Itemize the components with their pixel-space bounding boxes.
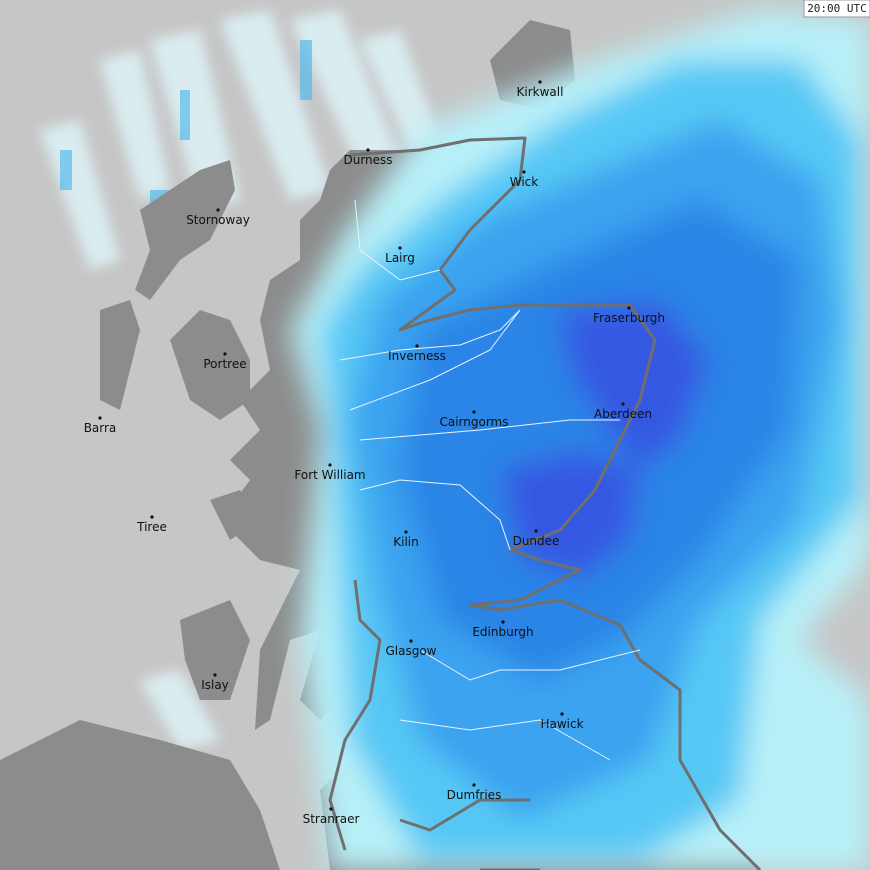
place-label: Cairngorms xyxy=(439,415,508,429)
place-dot xyxy=(216,208,220,212)
timestamp: 20:00 UTC xyxy=(807,2,867,15)
place-dot xyxy=(366,148,370,152)
coastline xyxy=(349,136,762,870)
place-label: Glasgow xyxy=(385,644,436,658)
place-label: Hawick xyxy=(540,717,583,731)
place-label: Fraserburgh xyxy=(593,311,665,325)
radar-echo xyxy=(290,10,870,870)
place-label: Inverness xyxy=(388,349,446,363)
place-dot xyxy=(621,402,625,406)
place-dot xyxy=(627,306,631,310)
place-dot xyxy=(538,80,542,84)
place-label: Edinburgh xyxy=(472,625,533,639)
place-label: Durness xyxy=(343,153,392,167)
rivers xyxy=(339,199,641,761)
place-dot xyxy=(409,639,413,643)
place-label: Tiree xyxy=(136,520,167,534)
place-label: Barra xyxy=(84,421,117,435)
place-label: Lairg xyxy=(385,251,415,265)
place-label: Islay xyxy=(201,678,229,692)
place-label: Stornoway xyxy=(186,213,250,227)
place-label: Fort William xyxy=(294,468,365,482)
place-label: Dumfries xyxy=(447,788,502,802)
place-dot xyxy=(213,673,217,677)
place-dot xyxy=(98,416,102,420)
place-label: Aberdeen xyxy=(594,407,652,421)
place-label: Kirkwall xyxy=(517,85,564,99)
place-dot xyxy=(472,783,476,787)
place-dot xyxy=(329,807,333,811)
place-label: Wick xyxy=(510,175,539,189)
place-dot xyxy=(560,712,564,716)
place-dot xyxy=(223,352,227,356)
place-label: Stranraer xyxy=(303,812,360,826)
place-label: Portree xyxy=(203,357,246,371)
place-dot xyxy=(472,410,476,414)
place-labels: Kirkwall Durness Wick Stornoway Lairg Fraserb… xyxy=(84,80,665,826)
place-label: Kilin xyxy=(393,535,418,549)
place-dot xyxy=(398,246,402,250)
place-dot xyxy=(415,344,419,348)
coastline-west xyxy=(328,579,540,870)
place-dot xyxy=(522,170,526,174)
place-label: Dundee xyxy=(513,534,560,548)
timestamp-box xyxy=(803,0,870,18)
place-dot xyxy=(150,515,154,519)
place-dot xyxy=(534,529,538,533)
place-dot xyxy=(404,530,408,534)
place-dot xyxy=(501,620,505,624)
place-dot xyxy=(328,463,332,467)
